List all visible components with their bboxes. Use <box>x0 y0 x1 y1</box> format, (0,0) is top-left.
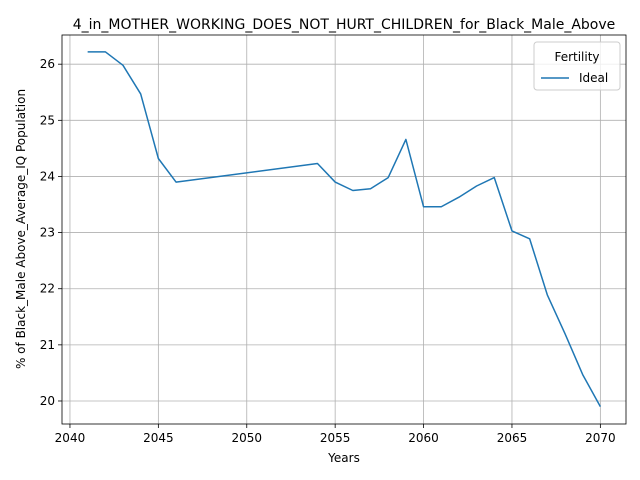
y-tick-label: 24 <box>40 169 55 183</box>
legend: Fertility Ideal <box>533 41 621 91</box>
y-axis-label: % of Black_Male Above_Average_IQ Populat… <box>14 89 28 369</box>
plot-area <box>62 35 626 424</box>
x-tick-label: 2045 <box>143 431 174 445</box>
x-tick-label: 2055 <box>320 431 351 445</box>
x-tick-label: 2070 <box>585 431 616 445</box>
axes: 2040 2045 2050 2055 2060 2065 2070 20 21 22 23 24 25… <box>40 57 616 445</box>
y-tick-label: 23 <box>40 226 55 240</box>
y-tick-label: 20 <box>40 394 55 408</box>
y-tick-label: 21 <box>40 338 55 352</box>
y-tick-label: 26 <box>40 57 55 71</box>
plot-frame <box>61 34 627 425</box>
x-tick-label: 2060 <box>408 431 439 445</box>
series-line-ideal <box>87 51 602 407</box>
x-tick-label: 2065 <box>497 431 528 445</box>
x-tick-label: 2040 <box>55 431 86 445</box>
series-lines <box>87 51 602 407</box>
x-axis-label: Years <box>327 451 360 465</box>
chart-title: 4_in_MOTHER_WORKING_DOES_NOT_HURT_CHILDR… <box>73 17 616 33</box>
legend-title: Fertility <box>554 50 599 64</box>
legend-label-ideal: Ideal <box>579 71 608 85</box>
x-tick-label: 2050 <box>231 431 262 445</box>
y-tick-label: 25 <box>40 113 55 127</box>
y-tick-label: 22 <box>40 282 55 296</box>
